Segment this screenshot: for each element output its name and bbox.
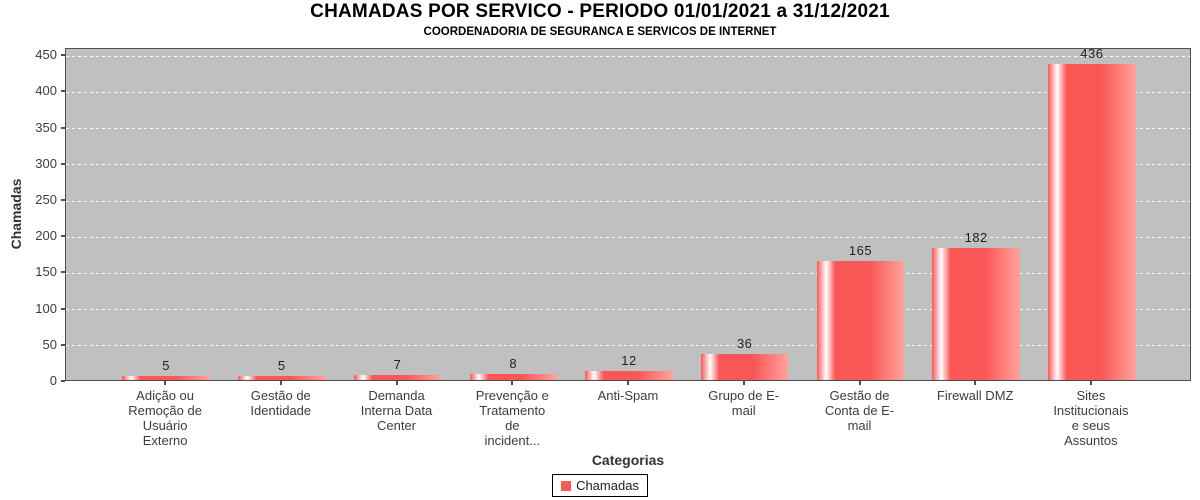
- category-label-7: Gestão de Conta de E-mail: [824, 388, 895, 433]
- value-label-3: 7: [393, 356, 402, 372]
- y-tick-mark-0: [61, 380, 65, 382]
- x-tick-mark-7: [858, 381, 861, 385]
- legend: Chamadas: [0, 474, 1200, 498]
- gridline-100: [66, 309, 1190, 311]
- y-tick-mark-150: [61, 271, 65, 274]
- plot-area: 5 5 7 8 12 36 165 182 436: [65, 46, 1191, 381]
- y-tick-label-0: 0: [49, 373, 57, 388]
- category-label-1: Adição ou Remoção de Usuário Externo: [128, 388, 202, 448]
- y-tick-label-400: 400: [35, 83, 57, 99]
- category-label-5: Anti-Spam: [597, 388, 659, 403]
- y-tick-label-50: 50: [42, 336, 57, 352]
- value-label-1: 5: [162, 358, 170, 374]
- gridline-400: [66, 91, 1190, 93]
- legend-swatch-icon: [561, 480, 572, 491]
- y-tick-label-100: 100: [35, 300, 57, 316]
- value-label-9: 436: [1080, 46, 1104, 62]
- gridline-50: [66, 345, 1190, 347]
- y-tick-label-200: 200: [35, 228, 57, 244]
- x-tick-mark-5: [627, 381, 629, 385]
- x-tick-mark-6: [742, 381, 745, 385]
- bar-6: [700, 353, 789, 380]
- y-tick-mark-400: [61, 90, 65, 93]
- x-tick-mark-9: [1089, 381, 1092, 385]
- gridline-450: [66, 55, 1190, 57]
- y-tick-mark-50: [61, 343, 65, 346]
- gridline-300: [66, 164, 1190, 166]
- gridline-250: [66, 200, 1190, 202]
- value-label-2: 5: [277, 358, 286, 374]
- x-tick-mark-8: [974, 381, 977, 385]
- bar-9: [1048, 64, 1136, 380]
- bar-3: [353, 374, 442, 380]
- category-label-6: Grupo de E-mail: [708, 388, 780, 418]
- y-tick-mark-350: [61, 126, 65, 129]
- category-label-9: Sites Institucionais e seus Assuntos: [1053, 388, 1129, 448]
- legend-box: Chamadas: [552, 474, 648, 497]
- y-tick-mark-250: [61, 199, 65, 202]
- value-label-7: 165: [848, 242, 873, 258]
- y-tick-mark-450: [61, 54, 65, 57]
- chart-title: CHAMADAS POR SERVICO - PERIODO 01/01/202…: [310, 1, 890, 22]
- category-label-3: Demanda Interna Data Center: [360, 388, 433, 433]
- y-tick-mark-300: [61, 162, 65, 165]
- bar-4: [469, 374, 558, 380]
- gridline-150: [66, 272, 1190, 274]
- value-label-6: 36: [736, 335, 753, 351]
- bar-8: [932, 248, 1020, 380]
- y-tick-label-150: 150: [35, 264, 57, 280]
- legend-label: Chamadas: [576, 478, 639, 493]
- category-label-8: Firewall DMZ: [936, 388, 1014, 403]
- y-tick-mark-100: [61, 307, 65, 310]
- gridline-350: [66, 128, 1190, 130]
- value-label-8: 182: [964, 230, 988, 246]
- chart-subtitle: COORDENADORIA DE SEGURANCA E SERVICOS DE…: [423, 26, 777, 38]
- category-label-2: Gestão de Identidade: [250, 388, 312, 418]
- y-tick-label-450: 450: [35, 47, 57, 63]
- x-tick-mark-1: [164, 381, 167, 385]
- x-tick-mark-2: [279, 381, 282, 385]
- bar-7: [816, 260, 905, 380]
- y-tick-label-350: 350: [35, 119, 57, 135]
- x-tick-mark-3: [395, 381, 398, 385]
- bar-2: [238, 376, 326, 380]
- gridline-200: [66, 236, 1190, 238]
- y-tick-label-300: 300: [35, 155, 57, 171]
- y-tick-label-250: 250: [35, 192, 57, 208]
- value-label-5: 12: [621, 353, 637, 369]
- bar-5: [585, 371, 673, 380]
- y-tick-mark-200: [61, 235, 65, 238]
- x-axis-title: Categorias: [591, 452, 665, 468]
- category-label-4: Prevenção e Tratamento de incident...: [475, 388, 549, 448]
- bar-1: [122, 376, 210, 380]
- value-label-4: 8: [509, 356, 518, 372]
- x-tick-mark-4: [511, 381, 514, 385]
